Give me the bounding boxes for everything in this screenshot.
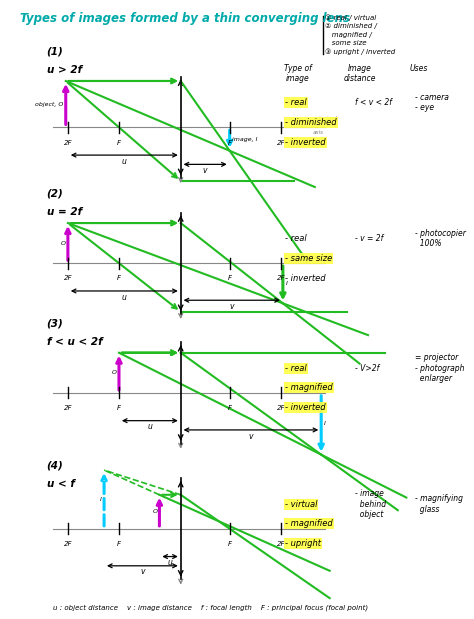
Text: O: O: [61, 241, 66, 246]
Text: - inverted: - inverted: [285, 274, 326, 282]
Text: v: v: [203, 166, 208, 175]
Text: u > 2f: u > 2f: [46, 65, 82, 75]
Text: (3): (3): [46, 318, 64, 328]
Text: - real: - real: [285, 234, 307, 243]
Text: - inverted: - inverted: [285, 137, 326, 147]
Text: v: v: [229, 302, 234, 311]
Text: 2F: 2F: [64, 405, 72, 411]
Text: Image
distance: Image distance: [343, 64, 376, 83]
Text: 2F: 2F: [276, 405, 285, 411]
Text: I: I: [100, 497, 101, 502]
Text: f < u < 2f: f < u < 2f: [46, 337, 102, 347]
Text: (2): (2): [46, 188, 64, 198]
Text: - v = 2f: - v = 2f: [355, 234, 383, 243]
Text: 2F: 2F: [64, 275, 72, 282]
Text: 2F: 2F: [276, 140, 285, 145]
Text: ① real / virtual: ① real / virtual: [326, 14, 377, 21]
Text: f < v < 2f: f < v < 2f: [355, 98, 392, 107]
Text: 2F: 2F: [64, 541, 72, 547]
Text: F: F: [117, 541, 121, 547]
Text: some size: some size: [326, 40, 367, 46]
Text: I: I: [285, 281, 287, 286]
Text: - real: - real: [285, 98, 307, 107]
Text: u = 2f: u = 2f: [46, 207, 82, 217]
Text: - diminished: - diminished: [285, 118, 337, 127]
Text: u : object distance    v : image distance    f : focal length    F : principal f: u : object distance v : image distance f…: [53, 604, 368, 611]
Text: = projector
- photograph
  enlarger: = projector - photograph enlarger: [415, 353, 465, 383]
Text: F: F: [228, 275, 232, 282]
Text: (4): (4): [46, 460, 64, 470]
Text: u: u: [168, 558, 173, 567]
Text: - inverted: - inverted: [285, 403, 326, 412]
Text: u < f: u < f: [46, 478, 74, 488]
Text: Uses: Uses: [410, 64, 428, 72]
Text: 2F: 2F: [64, 140, 72, 145]
Text: v: v: [140, 568, 145, 576]
Text: - magnified: - magnified: [285, 383, 333, 392]
Text: u: u: [122, 293, 127, 301]
Text: (1): (1): [46, 46, 64, 56]
Text: - virtual: - virtual: [285, 500, 318, 509]
Text: - same size: - same size: [285, 254, 332, 262]
Text: O: O: [112, 370, 117, 375]
Text: F: F: [228, 541, 232, 547]
Text: O: O: [153, 509, 157, 514]
Text: v: v: [249, 431, 253, 441]
Text: - V>2f: - V>2f: [355, 364, 380, 373]
Text: magnified /: magnified /: [326, 32, 372, 38]
Text: F: F: [228, 140, 232, 145]
Text: - magnified: - magnified: [285, 519, 333, 528]
Text: ③ upright / inverted: ③ upright / inverted: [326, 49, 396, 56]
Text: 2F: 2F: [276, 275, 285, 282]
Text: F: F: [117, 140, 121, 145]
Text: principal: principal: [313, 116, 336, 121]
Text: - upright: - upright: [285, 539, 321, 548]
Text: Types of images formed by a thin converging lens: Types of images formed by a thin converg…: [20, 12, 350, 25]
Text: object, O: object, O: [36, 102, 64, 106]
Text: - photocopier
  100%: - photocopier 100%: [415, 229, 466, 248]
Text: 2F: 2F: [276, 541, 285, 547]
Text: F: F: [117, 275, 121, 282]
Text: - camera
- eye: - camera - eye: [415, 93, 449, 112]
Text: u: u: [122, 157, 127, 166]
Text: - image
  behind
  object: - image behind object: [355, 489, 386, 519]
Text: ② diminished /: ② diminished /: [326, 23, 377, 29]
Text: axis: axis: [313, 130, 324, 135]
Text: F: F: [228, 405, 232, 411]
Text: u: u: [147, 422, 152, 431]
Text: image, I: image, I: [232, 137, 258, 142]
Text: I: I: [324, 422, 326, 426]
Text: - real: - real: [285, 364, 307, 373]
Text: F: F: [117, 405, 121, 411]
Text: Type of
image: Type of image: [284, 64, 311, 83]
Text: - magnifying
  glass: - magnifying glass: [415, 495, 463, 514]
